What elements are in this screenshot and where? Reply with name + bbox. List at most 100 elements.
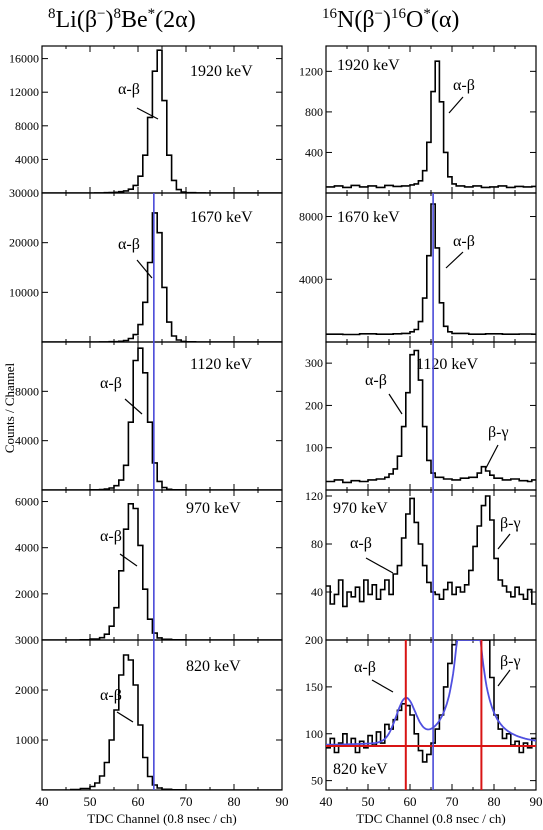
peak-label-left-4: α-β <box>100 528 122 545</box>
y-tick-label-right-5-2: 150 <box>305 680 323 694</box>
y-tick-label-right-4-1: 80 <box>311 537 323 551</box>
peak-pointer-right-5 <box>371 679 394 693</box>
x-tick-label-right-60: 60 <box>404 794 417 809</box>
peak-pointer-right-4 <box>365 557 394 574</box>
peak-label-right-2: α-β <box>453 233 475 250</box>
peak-label-left-3: α-β <box>100 375 122 392</box>
y-tick-label-left-1-2: 12000 <box>9 85 39 99</box>
y-tick-label-right-1-2: 1200 <box>299 64 323 78</box>
peak-pointer-left-4 <box>119 553 138 567</box>
peak-label-right-4: α-β <box>350 535 372 552</box>
histogram-right-4 <box>326 495 536 608</box>
y-tick-label-left-4-1: 4000 <box>15 541 39 555</box>
energy-label-right-4: 970 keV <box>333 500 388 517</box>
y-tick-label-left-5-1: 2000 <box>15 683 39 697</box>
peak-pointer-right-3 <box>388 393 403 415</box>
peak-pointer-left-3 <box>124 398 143 415</box>
peak-pointer-left-1 <box>136 107 159 120</box>
histogram-right-3 <box>326 349 536 484</box>
x-tick-label-left-40: 40 <box>36 794 49 809</box>
right-title-mass-b: 16 <box>391 6 407 22</box>
x-tick-label-left-50: 50 <box>84 794 97 809</box>
x-tick-label-left-70: 70 <box>180 794 193 809</box>
y-tick-label-left-2-0: 10000 <box>9 285 39 299</box>
energy-label-right-5: 820 keV <box>333 761 388 778</box>
y-tick-label-right-3-0: 100 <box>305 441 323 455</box>
peak-pointer-right-2 <box>445 251 464 269</box>
peak-label-right-1: α-β <box>453 77 475 94</box>
left-title-star: * <box>147 6 156 22</box>
x-tick-label-right-80: 80 <box>488 794 501 809</box>
histogram-left-3 <box>42 347 282 490</box>
right-title-paren: ) <box>383 7 392 33</box>
y-tick-label-left-5-0: 1000 <box>15 733 39 747</box>
y-tick-label-left-3-1: 8000 <box>15 384 39 398</box>
peak-label-right-3: α-β <box>365 372 387 389</box>
x-axis-label-right: TDC Channel (0.8 nsec / ch) <box>356 811 505 826</box>
left-title-charge: − <box>97 6 106 22</box>
x-tick-label-left-60: 60 <box>132 794 145 809</box>
peak-pointer-left-5 <box>116 711 134 723</box>
energy-label-right-1: 1920 keV <box>337 57 400 74</box>
x-tick-label-right-90: 90 <box>530 794 543 809</box>
y-tick-label-right-3-1: 200 <box>305 398 323 412</box>
peak-pointer-left-2 <box>136 259 153 279</box>
right-title-star: * <box>423 6 431 22</box>
y-tick-label-left-4-2: 6000 <box>15 495 39 509</box>
energy-label-left-2: 1670 keV <box>190 209 253 226</box>
energy-label-left-1: 1920 keV <box>190 63 253 80</box>
energy-label-left-3: 1120 keV <box>190 356 253 373</box>
peak-label-left-5: α-β <box>100 687 122 704</box>
secondary-label-right-3: β-γ <box>488 424 509 441</box>
peak-label-left-2: α-β <box>118 236 140 253</box>
right-title-channel: (α) <box>430 7 460 33</box>
fit-curve-right-5 <box>326 640 536 746</box>
left-title-channel: (2α) <box>155 7 196 33</box>
histogram-right-2 <box>326 203 536 336</box>
energy-label-right-3: 1120 keV <box>416 356 479 373</box>
y-tick-label-left-2-2: 30000 <box>9 186 39 200</box>
energy-label-right-2: 1670 keV <box>337 209 400 226</box>
y-tick-label-right-5-1: 100 <box>305 727 323 741</box>
x-tick-label-right-70: 70 <box>446 794 459 809</box>
peak-label-left-1: α-β <box>118 81 140 98</box>
left-title-parent: Li(β <box>55 7 98 33</box>
y-tick-label-right-3-2: 300 <box>305 356 323 370</box>
secondary-label-right-4: β-γ <box>500 515 521 532</box>
peak-label-right-5: α-β <box>354 659 376 676</box>
x-tick-label-right-50: 50 <box>362 794 375 809</box>
left-title-daughter: Be <box>121 7 148 33</box>
secondary-label-right-5: β-γ <box>500 653 521 670</box>
y-tick-label-left-4-0: 2000 <box>15 587 39 601</box>
right-column-title: 16N(β−)16O*(α) <box>322 6 459 34</box>
y-tick-label-right-5-0: 50 <box>311 774 323 788</box>
left-title-mass-b: 8 <box>113 6 122 22</box>
y-tick-label-right-2-1: 8000 <box>299 210 323 224</box>
histogram-left-2 <box>42 212 282 342</box>
right-title-charge: − <box>374 6 384 22</box>
secondary-pointer-right-4 <box>497 533 511 550</box>
x-axis-label-left: TDC Channel (0.8 nsec / ch) <box>87 811 236 826</box>
y-tick-label-left-2-1: 20000 <box>9 236 39 250</box>
right-title-parent: N(β <box>337 7 375 33</box>
energy-label-left-5: 820 keV <box>186 658 241 675</box>
panel-frame-left-4 <box>41 489 283 641</box>
y-tick-label-right-4-2: 120 <box>305 489 323 503</box>
right-title-daughter: O <box>406 7 424 33</box>
y-tick-label-left-1-3: 16000 <box>9 52 39 66</box>
y-tick-label-right-5-3: 200 <box>305 633 323 647</box>
right-title-mass-a: 16 <box>322 6 337 22</box>
x-tick-label-right-40: 40 <box>320 794 333 809</box>
y-tick-label-right-1-1: 800 <box>305 105 323 119</box>
y-tick-label-left-1-1: 8000 <box>15 119 39 133</box>
energy-label-left-4: 970 keV <box>186 500 241 517</box>
y-tick-label-right-4-0: 40 <box>311 585 323 599</box>
y-tick-label-right-1-0: 400 <box>305 145 323 159</box>
peak-pointer-right-1 <box>448 96 464 114</box>
y-tick-label-left-1-0: 4000 <box>15 152 39 166</box>
histogram-right-1 <box>326 60 536 189</box>
left-column-title: 8Li(β−)8Be*(2α) <box>48 6 196 34</box>
left-title-paren: ) <box>105 7 114 33</box>
y-tick-label-left-5-2: 3000 <box>15 633 39 647</box>
